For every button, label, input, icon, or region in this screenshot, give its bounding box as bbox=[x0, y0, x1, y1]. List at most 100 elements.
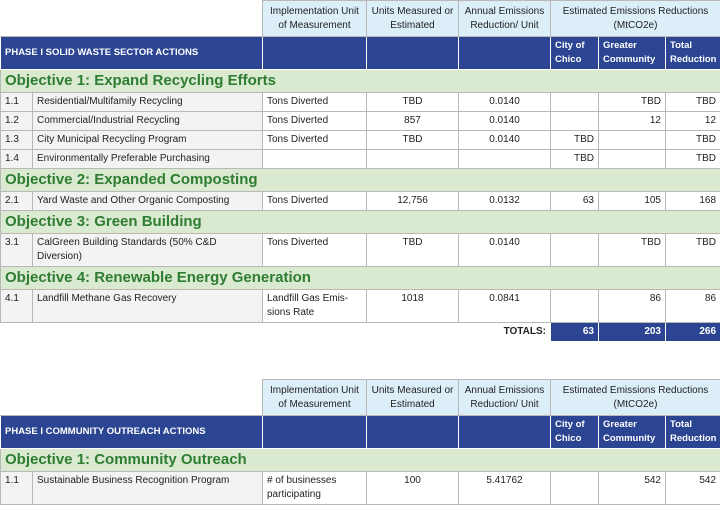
objective-title: Objective 4: Renewable Energy Generation bbox=[1, 267, 720, 290]
totals-total: 266 bbox=[666, 323, 720, 342]
greater-cell: TBD bbox=[599, 234, 666, 267]
action-cell: Environmentally Preferable Purchasing bbox=[33, 150, 263, 169]
section-cell bbox=[263, 37, 367, 70]
city-cell bbox=[551, 472, 599, 505]
column-header: Units Measured or Estimated bbox=[367, 1, 459, 37]
unit-cell: Tons Diverted bbox=[263, 192, 367, 211]
section-title: PHASE I COMMUNITY OUTREACH ACTIONS bbox=[1, 416, 263, 449]
objective-row: Objective 3: Green Building bbox=[1, 211, 720, 234]
id-cell: 1.3 bbox=[1, 131, 33, 150]
city-cell: TBD bbox=[551, 150, 599, 169]
section-row: PHASE I COMMUNITY OUTREACH ACTIONS City o… bbox=[1, 416, 720, 449]
city-cell bbox=[551, 112, 599, 131]
unit-cell: Tons Diverted bbox=[263, 112, 367, 131]
sub-header: City of Chico bbox=[551, 37, 599, 70]
id-cell: 4.1 bbox=[1, 290, 33, 323]
blank-cell bbox=[33, 1, 263, 37]
section-cell bbox=[367, 37, 459, 70]
blank-cell bbox=[1, 323, 459, 342]
annual-cell: 0.0132 bbox=[459, 192, 551, 211]
measured-cell: 100 bbox=[367, 472, 459, 505]
annual-cell: 0.0841 bbox=[459, 290, 551, 323]
annual-cell: 0.0140 bbox=[459, 93, 551, 112]
column-header: Units Measured or Estimated bbox=[367, 380, 459, 416]
greater-cell: 86 bbox=[599, 290, 666, 323]
measured-cell: 1018 bbox=[367, 290, 459, 323]
id-cell: 1.1 bbox=[1, 93, 33, 112]
action-cell: Yard Waste and Other Organic Composting bbox=[33, 192, 263, 211]
totals-city: 63 bbox=[551, 323, 599, 342]
objective-title: Objective 1: Expand Recycling Efforts bbox=[1, 70, 720, 93]
totals-label: TOTALS: bbox=[459, 323, 551, 342]
column-header: Annual Emissions Reduction/ Unit bbox=[459, 380, 551, 416]
id-cell: 3.1 bbox=[1, 234, 33, 267]
city-cell bbox=[551, 234, 599, 267]
greater-cell: TBD bbox=[599, 93, 666, 112]
measured-cell bbox=[367, 150, 459, 169]
objective-row: Objective 1: Expand Recycling Efforts bbox=[1, 70, 720, 93]
column-header: Estimated Emissions Reductions (MtCO2e) bbox=[551, 1, 720, 37]
objective-title: Objective 3: Green Building bbox=[1, 211, 720, 234]
blank-cell bbox=[33, 380, 263, 416]
measured-cell: 857 bbox=[367, 112, 459, 131]
section-cell bbox=[367, 416, 459, 449]
action-cell: City Municipal Recycling Program bbox=[33, 131, 263, 150]
total-cell: TBD bbox=[666, 234, 720, 267]
id-cell: 2.1 bbox=[1, 192, 33, 211]
unit-cell: Tons Diverted bbox=[263, 131, 367, 150]
annual-cell: 0.0140 bbox=[459, 234, 551, 267]
annual-cell: 0.0140 bbox=[459, 131, 551, 150]
action-cell: Sustainable Business Recognition Program bbox=[33, 472, 263, 505]
annual-cell: 0.0140 bbox=[459, 112, 551, 131]
unit-cell: Tons Diverted bbox=[263, 234, 367, 267]
id-cell: 1.4 bbox=[1, 150, 33, 169]
action-cell: Residential/Multifamily Recycling bbox=[33, 93, 263, 112]
annual-cell: 5.41762 bbox=[459, 472, 551, 505]
total-cell: TBD bbox=[666, 93, 720, 112]
section-cell bbox=[459, 416, 551, 449]
measured-cell: TBD bbox=[367, 93, 459, 112]
objective-title: Objective 1: Community Outreach bbox=[1, 449, 720, 472]
total-cell: 86 bbox=[666, 290, 720, 323]
unit-cell: Tons Diverted bbox=[263, 93, 367, 112]
annual-cell bbox=[459, 150, 551, 169]
city-cell: TBD bbox=[551, 131, 599, 150]
greater-cell bbox=[599, 131, 666, 150]
sub-header: Greater Community bbox=[599, 37, 666, 70]
unit-cell: Landfill Gas Emis-sions Rate bbox=[263, 290, 367, 323]
total-cell: 12 bbox=[666, 112, 720, 131]
action-cell: CalGreen Building Standards (50% C&D Div… bbox=[33, 234, 263, 267]
measured-cell: 12,756 bbox=[367, 192, 459, 211]
measured-cell: TBD bbox=[367, 234, 459, 267]
action-cell: Landfill Methane Gas Recovery bbox=[33, 290, 263, 323]
id-cell: 1.2 bbox=[1, 112, 33, 131]
city-cell bbox=[551, 93, 599, 112]
objective-title: Objective 2: Expanded Composting bbox=[1, 169, 720, 192]
blank-cell bbox=[1, 380, 33, 416]
section-cell bbox=[263, 416, 367, 449]
column-header: Implementation Unit of Measurement bbox=[263, 1, 367, 37]
sub-header: City of Chico bbox=[551, 416, 599, 449]
section-cell bbox=[459, 37, 551, 70]
id-cell: 1.1 bbox=[1, 472, 33, 505]
total-cell: 168 bbox=[666, 192, 720, 211]
city-cell: 63 bbox=[551, 192, 599, 211]
greater-cell: 105 bbox=[599, 192, 666, 211]
column-header: Estimated Emissions Reductions (MtCO2e) bbox=[551, 380, 720, 416]
column-header: Implementation Unit of Measurement bbox=[263, 380, 367, 416]
greater-cell: 542 bbox=[599, 472, 666, 505]
